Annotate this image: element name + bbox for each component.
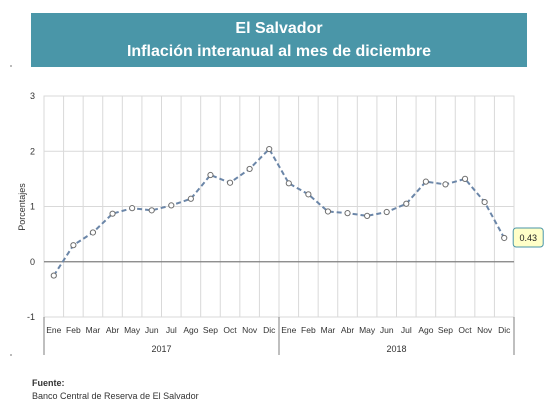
x-tick-label: Abr [106, 325, 119, 335]
data-point [89, 229, 97, 236]
x-axis: Ene Feb Mar Abr May Jun Jul Ago Sep Oct Nov Dic Ene F… [43, 317, 515, 355]
year-label: 2017 [151, 344, 171, 354]
decorative-dot [10, 354, 12, 356]
data-point [501, 234, 508, 242]
x-tick-label: Feb [66, 325, 81, 335]
x-tick-label: Feb [301, 325, 316, 335]
data-point [246, 165, 253, 173]
data-point [305, 191, 312, 198]
x-tick-label: Jul [401, 325, 412, 335]
x-tick-label: Ago [183, 325, 198, 335]
data-point [50, 272, 57, 279]
x-tick-label: Mar [86, 325, 101, 335]
x-tick-label: Jun [145, 325, 159, 335]
decorative-dot [10, 65, 12, 67]
x-tick-label: Ene [46, 325, 61, 335]
annotation-label: 0.43 [519, 233, 537, 243]
data-point [207, 171, 214, 179]
data-point [383, 208, 390, 216]
x-tick-label: Sep [438, 325, 453, 335]
data-point [324, 208, 332, 215]
data-point [481, 198, 488, 206]
data-point [442, 181, 449, 188]
source-text: Banco Central de Reserva de El Salvador [32, 391, 199, 401]
y-axis: 3 2 1 0 -1 [27, 91, 35, 322]
y-tick-label: 2 [30, 146, 35, 156]
data-point [344, 210, 351, 217]
data-point [109, 210, 116, 217]
source-label: Fuente: [32, 378, 65, 388]
annotation-box [512, 227, 544, 248]
x-tick-label: Dic [263, 325, 276, 335]
data-point [70, 242, 77, 249]
inflation-line [52, 147, 506, 277]
x-tick-label: Nov [242, 325, 258, 335]
x-tick-label: Abr [341, 325, 354, 335]
data-point [187, 195, 194, 202]
x-tick-label: Jun [380, 325, 394, 335]
x-tick-label: Oct [458, 325, 472, 335]
data-point [168, 202, 175, 209]
x-tick-label: Jul [166, 325, 177, 335]
x-tick-label: Ene [281, 325, 296, 335]
data-annotation: 0.43 [512, 227, 544, 248]
series-line [50, 145, 508, 279]
data-point [266, 145, 273, 153]
y-tick-label: -1 [27, 312, 35, 322]
gridlines [43, 95, 515, 318]
x-tick-label: May [359, 325, 376, 335]
x-tick-label: Ago [418, 325, 433, 335]
data-point [226, 179, 234, 186]
data-point [403, 200, 410, 207]
data-point [422, 178, 429, 185]
y-tick-label: 3 [30, 91, 35, 101]
x-tick-label: Sep [203, 325, 218, 335]
data-point [461, 175, 469, 182]
chart-subtitle: Inflación interanual al mes de diciembre [126, 43, 432, 60]
data-point [129, 205, 136, 212]
x-tick-label: Oct [223, 325, 237, 335]
chart-title: El Salvador [235, 20, 323, 37]
y-tick-label: 0 [30, 257, 35, 267]
chart-header: El Salvador Inflación interanual al mes … [31, 13, 527, 67]
data-point [148, 207, 155, 214]
y-tick-label: 1 [30, 202, 35, 212]
year-label: 2018 [386, 344, 406, 354]
x-tick-label: Mar [321, 325, 336, 335]
y-axis-label: Porcentajes [17, 183, 27, 231]
x-tick-label: May [124, 325, 141, 335]
x-tick-label: Nov [477, 325, 493, 335]
x-tick-label: Dic [498, 325, 511, 335]
source-note: Fuente: Banco Central de Reserva de El S… [32, 377, 199, 403]
data-point [364, 212, 371, 219]
data-point [285, 180, 292, 187]
